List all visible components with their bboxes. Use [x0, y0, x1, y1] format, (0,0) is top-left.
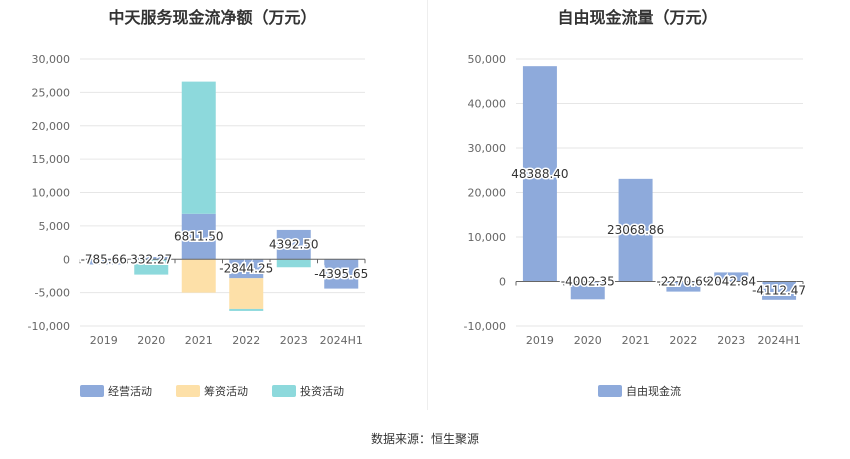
left-ytick-label: 5,000 [39, 220, 71, 233]
legend-item[interactable]: 筹资活动 [176, 383, 248, 399]
legend-swatch [598, 385, 622, 397]
right-chart-legend: 自由现金流 [598, 383, 705, 399]
right-data-label: 48388.40 [511, 167, 568, 181]
right-bar [618, 178, 653, 282]
legend-swatch [80, 385, 104, 397]
left-bar [276, 259, 311, 268]
right-data-label: 2042.84 [706, 275, 756, 289]
left-data-label: 6811.50 [174, 230, 224, 244]
left-ytick-label: 25,000 [32, 86, 71, 99]
right-xtick-label: 2023 [717, 334, 745, 347]
left-bar [276, 229, 311, 260]
right-ytick-label: -10,000 [464, 320, 506, 333]
data-source-note: 数据来源：恒生聚源 [370, 432, 479, 446]
legend-label: 经营活动 [108, 385, 152, 398]
right-xtick-label: 2021 [622, 334, 650, 347]
left-bar [229, 259, 264, 279]
left-bar [134, 259, 169, 275]
legend-label: 筹资活动 [204, 385, 248, 398]
legend-item[interactable]: 经营活动 [80, 383, 152, 399]
left-xtick-label: 2019 [90, 334, 118, 347]
right-bar [666, 281, 701, 292]
left-ytick-label: 15,000 [32, 153, 71, 166]
left-ytick-label: 30,000 [32, 53, 71, 66]
right-bar [762, 281, 797, 300]
left-bar [181, 259, 216, 293]
right-bar [570, 281, 605, 300]
legend-swatch [176, 385, 200, 397]
right-xtick-label: 2019 [526, 334, 554, 347]
right-bar [522, 66, 557, 282]
left-data-label: 332.27 [130, 252, 172, 266]
right-bar [714, 272, 749, 282]
legend-label: 自由现金流 [626, 385, 681, 398]
right-data-label: 23068.86 [607, 223, 664, 237]
right-data-label: -4112.47 [752, 284, 806, 298]
left-bar [181, 81, 216, 214]
right-ytick-label: 20,000 [468, 187, 507, 200]
right-chart-title: 自由现金流量（万元） [557, 8, 718, 27]
left-data-label: -4395.65 [314, 267, 368, 281]
left-ytick-label: -10,000 [28, 320, 70, 333]
left-ytick-label: -5,000 [35, 287, 70, 300]
left-bar [229, 308, 264, 311]
legend-item[interactable]: 自由现金流 [598, 383, 681, 399]
right-xtick-label: 2022 [669, 334, 697, 347]
left-chart-legend: 经营活动 筹资活动 投资活动 [80, 383, 368, 399]
left-xtick-label: 2020 [137, 334, 165, 347]
right-ytick-label: 10,000 [468, 231, 507, 244]
left-bar [324, 259, 359, 289]
right-ytick-label: 50,000 [468, 53, 507, 66]
right-xtick-label: 2024H1 [757, 334, 800, 347]
left-xtick-label: 2024H1 [320, 334, 363, 347]
left-ytick-label: 10,000 [32, 187, 71, 200]
left-xtick-label: 2023 [280, 334, 308, 347]
left-ytick-label: 0 [63, 253, 70, 266]
right-data-label: -4002.35 [561, 275, 615, 289]
legend-swatch [272, 385, 296, 397]
left-ytick-label: 20,000 [32, 120, 71, 133]
left-bar [229, 278, 264, 309]
right-ytick-label: 0 [499, 276, 506, 289]
left-chart-title: 中天服务现金流净额（万元） [108, 8, 317, 27]
right-xtick-label: 2020 [574, 334, 602, 347]
left-data-label: -2844.25 [219, 262, 273, 276]
left-data-label: -785.66 [81, 252, 127, 266]
left-xtick-label: 2021 [185, 334, 213, 347]
right-ytick-label: 30,000 [468, 142, 507, 155]
right-ytick-label: 40,000 [468, 98, 507, 111]
panel-divider [427, 0, 428, 410]
left-bar [181, 213, 216, 260]
legend-label: 投资活动 [300, 385, 344, 398]
right-data-label: -2270.69 [656, 275, 710, 289]
legend-item[interactable]: 投资活动 [272, 383, 344, 399]
left-bar [86, 259, 121, 265]
left-xtick-label: 2022 [232, 334, 260, 347]
left-data-label: 4392.50 [269, 238, 319, 252]
left-bar [134, 257, 169, 260]
